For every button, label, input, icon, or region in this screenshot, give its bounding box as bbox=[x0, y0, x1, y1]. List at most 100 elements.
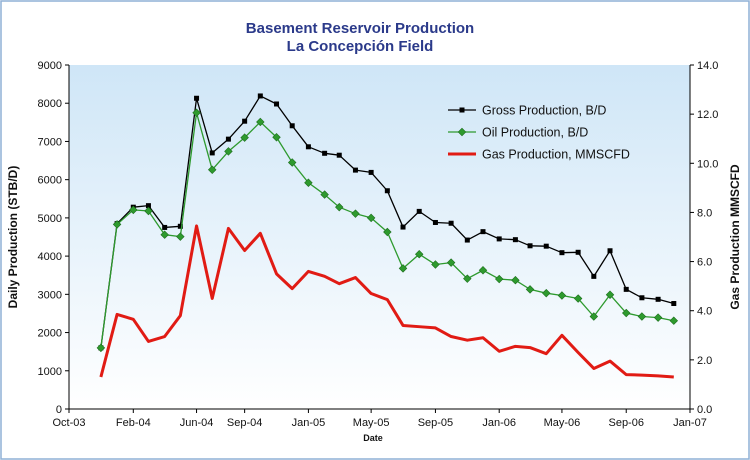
data-point-oil-production bbox=[160, 230, 169, 239]
data-point-gross-production bbox=[448, 220, 454, 226]
data-point-oil-production bbox=[144, 206, 153, 216]
legend-item-gross-production: Gross Production, B/D bbox=[448, 104, 606, 118]
data-point-gross-production bbox=[289, 123, 295, 129]
data-point-oil-production bbox=[366, 213, 376, 223]
data-point-oil-production bbox=[478, 266, 488, 275]
x-tick-label: Feb-04 bbox=[116, 417, 151, 429]
y-tick-label: 1000 bbox=[38, 366, 62, 378]
data-point-oil-production bbox=[637, 312, 647, 321]
data-point-gross-production bbox=[496, 236, 502, 242]
x-tick-label: Sep-04 bbox=[227, 417, 262, 429]
data-point-gross-production bbox=[512, 237, 518, 243]
x-tick-label: Sep-05 bbox=[418, 417, 453, 429]
y-tick-label: 5000 bbox=[38, 213, 62, 225]
y-tick-label: 8000 bbox=[38, 98, 62, 110]
legend: Gross Production, B/D Oil Production, B/D… bbox=[448, 104, 630, 162]
data-point-gross-production bbox=[416, 208, 422, 214]
data-point-oil-production bbox=[383, 227, 392, 237]
data-point-gross-production bbox=[209, 150, 215, 156]
y2-axis-title: Gas Production MMSCFD bbox=[728, 164, 742, 310]
data-point-gross-production bbox=[432, 219, 438, 225]
data-point-oil-production bbox=[320, 190, 329, 199]
data-point-oil-production bbox=[208, 165, 217, 174]
data-point-oil-production bbox=[335, 202, 344, 212]
data-point-gross-production bbox=[162, 224, 168, 230]
data-point-oil-production bbox=[240, 133, 249, 142]
y2-tick-label: 12.0 bbox=[697, 109, 718, 121]
x-axis-title: Date bbox=[363, 433, 383, 443]
data-point-oil-production bbox=[176, 232, 185, 241]
data-point-oil-production bbox=[669, 316, 679, 325]
data-point-gross-production bbox=[322, 150, 328, 156]
data-point-gross-production bbox=[527, 243, 533, 249]
x-tick-label: May-05 bbox=[353, 417, 390, 429]
x-tick-label: Jun-04 bbox=[180, 417, 214, 429]
data-point-gross-production bbox=[639, 295, 645, 301]
x-tick-label: Oct-03 bbox=[52, 417, 85, 429]
data-point-oil-production bbox=[398, 264, 408, 273]
data-point-oil-production bbox=[446, 258, 456, 267]
data-point-gross-production bbox=[607, 248, 613, 254]
data-point-oil-production bbox=[605, 290, 615, 299]
y2-tick-label: 14.0 bbox=[697, 60, 718, 72]
y2-tick-label: 10.0 bbox=[697, 158, 718, 170]
series-gas-production bbox=[99, 224, 674, 379]
y-tick-label: 7000 bbox=[38, 136, 62, 148]
data-point-oil-production bbox=[431, 260, 440, 269]
data-point-oil-production bbox=[525, 285, 535, 294]
legend-marker bbox=[457, 127, 467, 137]
data-point-oil-production bbox=[653, 313, 663, 322]
y-tick-label: 4000 bbox=[38, 251, 62, 263]
legend-item-gas-production: Gas Production, MMSCFD bbox=[448, 148, 630, 162]
data-point-oil-production bbox=[622, 308, 631, 318]
data-point-gross-production bbox=[623, 286, 629, 292]
data-point-gross-production bbox=[257, 93, 263, 99]
data-point-gross-production bbox=[368, 169, 374, 175]
x-tick-label: Jan-06 bbox=[482, 417, 516, 429]
data-point-oil-production bbox=[463, 274, 472, 283]
data-point-gross-production bbox=[336, 152, 342, 158]
chart-subtitle: La Concepción Field bbox=[287, 38, 434, 55]
y-axis-title: Daily Production (STB/D) bbox=[6, 166, 20, 309]
y-tick-label: 9000 bbox=[38, 60, 62, 72]
y-tick-label: 6000 bbox=[38, 175, 62, 187]
data-point-oil-production bbox=[304, 178, 313, 187]
data-point-gross-production bbox=[352, 167, 358, 173]
y2-tick-label: 8.0 bbox=[697, 207, 712, 219]
data-point-oil-production bbox=[494, 274, 504, 284]
axes: 0 1000 2000 3000 4000 5000 6000 7000 8000 9000 0.0… bbox=[38, 60, 719, 429]
data-point-gross-production bbox=[671, 301, 677, 307]
data-point-oil-production bbox=[287, 158, 297, 167]
data-point-gross-production bbox=[177, 223, 183, 229]
data-point-gross-production bbox=[145, 203, 151, 209]
data-point-oil-production bbox=[129, 205, 138, 215]
legend-label: Gross Production, B/D bbox=[482, 104, 606, 118]
plot-area bbox=[69, 65, 690, 409]
data-point-gross-production bbox=[543, 243, 549, 249]
data-point-oil-production bbox=[542, 288, 551, 298]
data-point-oil-production bbox=[573, 294, 583, 303]
legend-label: Oil Production, B/D bbox=[482, 126, 588, 140]
series-oil-production bbox=[96, 108, 679, 353]
y2-tick-label: 0.0 bbox=[697, 404, 712, 416]
data-point-oil-production bbox=[112, 220, 122, 229]
x-tick-label: Jan-07 bbox=[673, 417, 707, 429]
x-tick-label: Sep-06 bbox=[608, 417, 643, 429]
data-point-gross-production bbox=[194, 95, 200, 101]
data-point-oil-production bbox=[192, 108, 201, 118]
x-tick-label: Jan-05 bbox=[292, 417, 326, 429]
series-line-gas-production bbox=[99, 224, 674, 379]
data-point-gross-production bbox=[400, 224, 406, 230]
data-point-oil-production bbox=[589, 312, 599, 321]
data-point-oil-production bbox=[511, 275, 520, 285]
y2-tick-label: 6.0 bbox=[697, 257, 712, 269]
y2-tick-label: 4.0 bbox=[697, 306, 712, 318]
data-point-gross-production bbox=[559, 250, 565, 256]
legend-marker bbox=[459, 107, 465, 113]
data-point-gross-production bbox=[242, 118, 248, 124]
y-tick-label: 3000 bbox=[38, 289, 62, 301]
series-group bbox=[96, 93, 679, 379]
data-point-oil-production bbox=[224, 147, 233, 156]
